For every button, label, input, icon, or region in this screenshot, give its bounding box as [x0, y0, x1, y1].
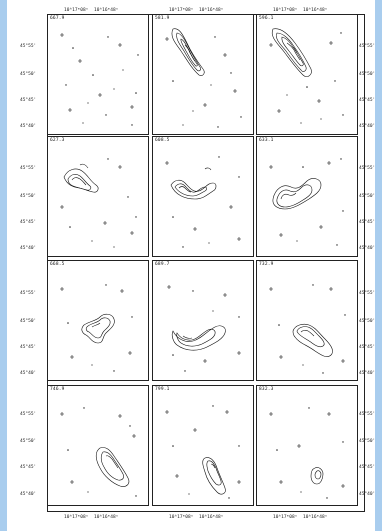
panel-velocity-label: 627.3: [50, 138, 65, 143]
panel-velocity-label: 799.1: [155, 387, 170, 392]
contour-map: [60, 158, 137, 248]
dec-label-left: 45°50': [20, 439, 37, 444]
dec-label-left: 45°40': [20, 246, 37, 251]
dec-label-right: 45°40': [359, 246, 376, 251]
dec-label-left: 45°45': [20, 220, 37, 225]
dec-label-right: 45°55': [359, 412, 376, 417]
bottom-ra-label: 10ʰ17ᵐ08ˢ: [169, 515, 194, 520]
panel-velocity-label: 668.5: [50, 262, 65, 267]
bottom-ra-label: 10ʰ17ᵐ08ˢ: [64, 515, 89, 520]
dec-label-right: 45°50': [359, 439, 376, 444]
contour-map: [269, 28, 344, 124]
channel-panel: 668.5: [47, 260, 149, 381]
contour-map: [165, 28, 242, 128]
channel-panel: 746.9: [47, 385, 149, 506]
dec-label-left: 45°50': [20, 319, 37, 324]
bottom-ra-label: 10ʰ16ᵐ48ˢ: [303, 515, 328, 520]
dec-label-left: 45°55': [20, 44, 37, 49]
panel-velocity-label: 746.9: [50, 387, 65, 392]
dec-label-right: 45°55': [359, 291, 376, 296]
dec-label-left: 45°40': [20, 371, 37, 376]
panel-velocity-label: 732.9: [259, 262, 274, 267]
channel-panel: 832.3: [256, 385, 358, 506]
dec-label-right: 45°45': [359, 465, 376, 470]
panel-velocity-label: 832.3: [259, 387, 274, 392]
dec-label-right: 45°50': [359, 194, 376, 199]
top-ra-label: 10ʰ16ᵐ48ˢ: [303, 8, 328, 13]
top-ra-label: 10ʰ16ᵐ48ˢ: [94, 8, 119, 13]
panel-velocity-label: 689.7: [155, 262, 170, 267]
dec-label-right: 45°40': [359, 492, 376, 497]
dec-label-left: 45°40': [20, 492, 37, 497]
dec-label-right: 45°45': [359, 220, 376, 225]
dec-label-right: 45°45': [359, 345, 376, 350]
dec-label-left: 45°55': [20, 166, 37, 171]
panel-velocity-label: 667.9: [50, 16, 65, 21]
channel-panel: 633.1: [256, 136, 358, 257]
dec-label-right: 45°50': [359, 72, 376, 77]
bottom-ra-label: 10ʰ16ᵐ48ˢ: [199, 515, 224, 520]
dec-label-left: 45°40': [20, 124, 37, 129]
channel-panel: 689.7: [152, 260, 254, 381]
contour-map: [60, 407, 137, 497]
contour-map: [165, 156, 241, 248]
dec-label-left: 45°45': [20, 345, 37, 350]
dec-label-right: 45°40': [359, 124, 376, 129]
contour-map: [269, 284, 346, 374]
dec-label-right: 45°55': [359, 44, 376, 49]
contour-map: [165, 405, 241, 499]
panel-velocity-label: 633.1: [259, 138, 274, 143]
top-ra-label: 10ʰ17ᵐ08ˢ: [169, 8, 194, 13]
contour-map: [60, 284, 133, 372]
dec-label-left: 45°45': [20, 98, 37, 103]
panel-velocity-label: 608.5: [155, 138, 170, 143]
bottom-ra-label: 10ʰ17ᵐ08ˢ: [273, 515, 298, 520]
top-ra-label: 10ʰ16ᵐ48ˢ: [199, 8, 224, 13]
channel-panel: 799.1: [152, 385, 254, 506]
dec-label-right: 45°50': [359, 319, 376, 324]
contour-map: [60, 33, 139, 126]
panel-velocity-label: 581.9: [155, 16, 170, 21]
panel-velocity-label: 596.1: [259, 16, 274, 21]
channel-panel: 732.9: [256, 260, 358, 381]
top-ra-label: 10ʰ17ᵐ08ˢ: [273, 8, 298, 13]
dec-label-left: 45°50': [20, 194, 37, 199]
channel-panel: 627.3: [47, 136, 149, 257]
channel-panel: 581.9: [152, 14, 254, 135]
dec-label-right: 45°55': [359, 166, 376, 171]
bottom-ra-label: 10ʰ16ᵐ48ˢ: [94, 515, 119, 520]
dec-label-right: 45°45': [359, 98, 376, 103]
top-ra-label: 10ʰ17ᵐ08ˢ: [64, 8, 89, 13]
contour-map: [269, 407, 345, 499]
dec-label-left: 45°55': [20, 412, 37, 417]
contour-map: [269, 158, 344, 246]
channel-panel: 667.9: [47, 14, 149, 135]
channel-panel: 596.1: [256, 14, 358, 135]
figure-sheet: 10ʰ17ᵐ08ˢ 10ʰ16ᵐ48ˢ 10ʰ17ᵐ08ˢ 10ʰ16ᵐ48ˢ …: [7, 0, 375, 531]
contour-map: [167, 285, 241, 372]
dec-label-right: 45°40': [359, 371, 376, 376]
dec-label-left: 45°55': [20, 291, 37, 296]
dec-label-left: 45°45': [20, 465, 37, 470]
channel-panel: 608.5: [152, 136, 254, 257]
dec-label-left: 45°50': [20, 72, 37, 77]
